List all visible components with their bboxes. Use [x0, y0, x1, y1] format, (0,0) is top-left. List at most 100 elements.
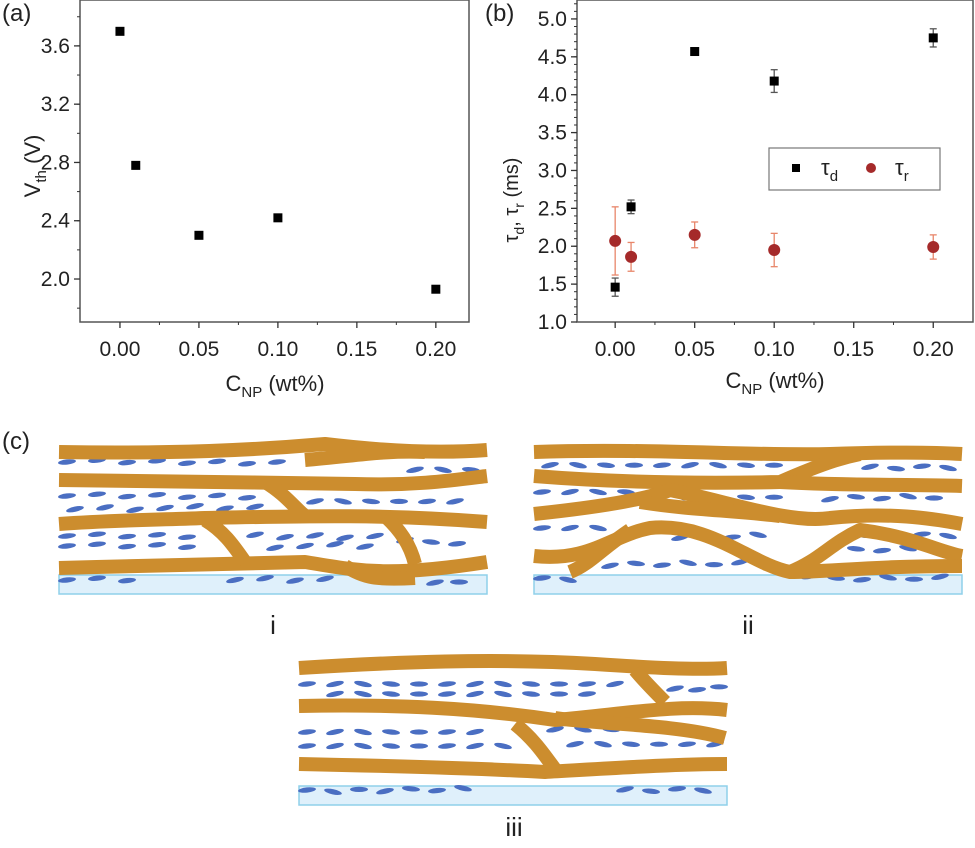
lc-molecule: [148, 458, 166, 464]
legend-label-tau-d: τd: [821, 155, 838, 185]
polymer-fiber: [58, 509, 488, 531]
b-ytick-label: 5.0: [538, 8, 567, 31]
legend-marker-square: [792, 164, 800, 172]
lc-molecule: [402, 786, 420, 792]
diagram-i: [58, 437, 489, 595]
lc-molecule: [148, 542, 166, 548]
lc-molecule: [438, 743, 456, 749]
lc-molecule: [316, 575, 334, 582]
legend-label-tau-r: τr: [895, 155, 909, 185]
lc-molecule: [178, 544, 196, 550]
polymer-fiber: [789, 559, 963, 579]
lc-molecule: [58, 459, 76, 465]
lc-molecule: [925, 495, 943, 501]
lc-molecule: [666, 685, 684, 692]
lc-molecule: [58, 533, 76, 539]
lc-molecule: [650, 741, 668, 747]
b-point-τd: [626, 202, 636, 212]
chart-b-marks: [609, 28, 940, 297]
a-xtick-label: 0.15: [336, 338, 377, 361]
b-ytick-label: 2.5: [538, 197, 567, 220]
lc-molecule: [256, 575, 274, 582]
lc-molecule: [466, 728, 484, 736]
lc-molecule: [428, 787, 446, 794]
lc-molecule: [326, 742, 344, 750]
lc-molecule: [597, 462, 615, 468]
lc-molecule: [853, 577, 871, 583]
lc-molecule: [118, 533, 136, 540]
lc-molecule: [709, 462, 727, 469]
lc-molecule: [847, 494, 865, 500]
lc-molecule: [410, 681, 428, 687]
lc-molecule: [326, 690, 344, 698]
lc-molecule: [873, 547, 891, 554]
polymer-fiber: [58, 469, 488, 492]
lc-molecule: [749, 531, 767, 538]
chart-a-ylabel: Vth (V): [20, 135, 50, 198]
lc-molecule: [216, 505, 234, 512]
b-point-τr: [625, 250, 638, 263]
lc-molecule: [418, 498, 436, 505]
lc-molecule: [306, 532, 324, 539]
substrate: [533, 574, 963, 595]
lc-molecule: [410, 743, 428, 749]
lc-molecule: [406, 466, 424, 473]
lc-molecule: [678, 741, 696, 747]
lc-molecule: [208, 492, 226, 499]
lc-molecule: [118, 577, 136, 584]
lc-molecule: [354, 728, 372, 736]
lc-molecule: [118, 459, 136, 466]
lc-molecule: [268, 459, 286, 465]
b-point-τr: [927, 240, 940, 253]
lc-molecule: [550, 681, 568, 687]
a-xtick-label: 0.00: [100, 338, 141, 361]
lc-molecule: [466, 680, 484, 688]
diagram-label-i: i: [270, 610, 276, 640]
lc-molecule: [765, 494, 783, 500]
lc-molecule: [566, 741, 584, 748]
polymer-fiber: [638, 495, 781, 523]
lc-molecule: [737, 462, 755, 468]
lc-molecule: [410, 691, 428, 697]
b-xtick-label: 0.10: [754, 338, 795, 361]
lc-molecule: [326, 680, 344, 688]
lc-molecule: [58, 493, 76, 499]
a-ytick-label: 2.4: [41, 210, 71, 233]
lc-molecule: [601, 562, 619, 569]
lc-molecule: [642, 788, 660, 794]
lc-molecule: [434, 466, 452, 473]
lc-molecule: [606, 680, 624, 688]
lc-molecule: [276, 534, 294, 541]
lc-molecule: [899, 545, 917, 552]
diagram-label-iii: iii: [505, 812, 523, 842]
lc-molecule: [118, 543, 136, 550]
lc-molecule: [58, 577, 76, 583]
chart-b-ylabel: τd, τr (ms): [501, 158, 527, 243]
lc-molecule: [668, 786, 686, 792]
lc-molecule: [238, 461, 256, 467]
lc-molecule: [653, 462, 671, 468]
a-ytick-label: 2.8: [41, 151, 70, 174]
lc-molecule: [533, 489, 551, 495]
a-ytick-label: 3.6: [41, 35, 70, 58]
b-point-τd: [769, 76, 779, 86]
diagram-iii: [298, 654, 728, 806]
lc-molecule: [533, 575, 551, 581]
b-point-τr: [688, 228, 701, 241]
chart-a-xlabel: CNP (wt%): [225, 371, 324, 401]
lc-molecule: [879, 574, 897, 581]
chart-b-axes: 0.00 0.05 0.10 0.15 0.20 1.0 1.5 2.0 2.5 3.0 3.5 4.…: [538, 0, 974, 361]
lc-molecule: [899, 493, 917, 500]
lc-molecule: [362, 498, 380, 505]
polymer-fiber: [58, 555, 489, 579]
lc-molecule: [326, 541, 344, 548]
chart-a-axes: 0.00 0.05 0.10 0.15 0.20 2.0 2.4 2.8 3.2 3.6: [41, 0, 470, 361]
lc-molecule: [118, 493, 136, 500]
lc-molecule: [450, 579, 468, 585]
a-point-Vth: [273, 213, 283, 223]
lc-molecule: [96, 504, 114, 511]
lc-molecule: [354, 690, 372, 698]
lc-molecule: [326, 728, 344, 736]
lc-molecule: [58, 543, 76, 549]
lc-molecule: [438, 681, 456, 687]
